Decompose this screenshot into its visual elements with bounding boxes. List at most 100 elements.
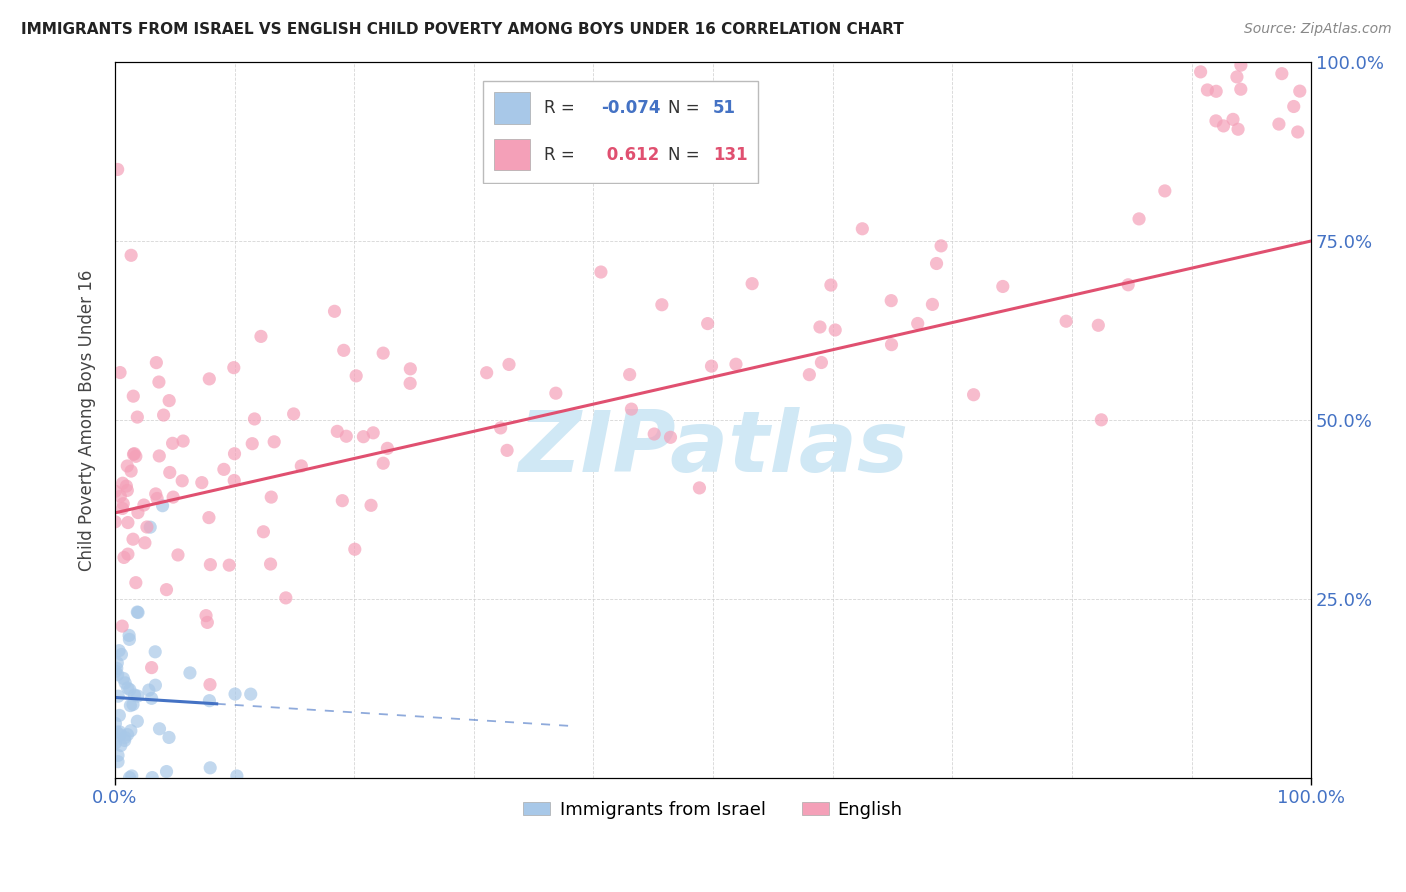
Point bbox=[148, 722, 170, 736]
Point bbox=[105, 725, 128, 739]
Point bbox=[127, 410, 149, 425]
Point bbox=[120, 464, 142, 478]
Point bbox=[162, 490, 184, 504]
Point bbox=[104, 484, 127, 499]
Point bbox=[962, 388, 984, 402]
Point bbox=[198, 372, 221, 386]
Point bbox=[851, 221, 873, 235]
Point bbox=[114, 733, 136, 747]
Point bbox=[107, 667, 129, 681]
Point bbox=[107, 689, 129, 703]
Legend: Immigrants from Israel, English: Immigrants from Israel, English bbox=[516, 793, 910, 826]
Point bbox=[925, 256, 948, 270]
Point bbox=[399, 362, 422, 376]
Point bbox=[921, 297, 943, 311]
Point bbox=[110, 489, 132, 503]
Point bbox=[475, 366, 498, 380]
Point bbox=[332, 343, 354, 358]
Point bbox=[824, 323, 846, 337]
Point bbox=[263, 434, 285, 449]
Point bbox=[148, 375, 170, 389]
Point bbox=[224, 447, 246, 461]
Point bbox=[1282, 99, 1305, 113]
Point bbox=[108, 643, 131, 657]
Point bbox=[252, 524, 274, 539]
Point bbox=[1230, 58, 1253, 72]
Point bbox=[134, 536, 156, 550]
Point bbox=[724, 357, 747, 371]
Point bbox=[141, 660, 163, 674]
Point bbox=[157, 731, 180, 745]
Point bbox=[120, 248, 142, 262]
Point bbox=[111, 619, 134, 633]
Point bbox=[373, 346, 395, 360]
Point bbox=[489, 421, 512, 435]
Point bbox=[323, 304, 346, 318]
Point bbox=[696, 317, 718, 331]
Point bbox=[259, 557, 281, 571]
Point bbox=[212, 462, 235, 476]
Point bbox=[114, 731, 136, 745]
Point bbox=[110, 648, 132, 662]
Point bbox=[127, 606, 149, 620]
Point bbox=[167, 548, 190, 562]
Point bbox=[124, 688, 146, 702]
Point bbox=[107, 748, 129, 763]
Point bbox=[907, 317, 929, 331]
Point bbox=[104, 716, 127, 731]
Point bbox=[115, 479, 138, 493]
Point bbox=[1153, 184, 1175, 198]
Point bbox=[544, 386, 567, 401]
Point bbox=[198, 761, 221, 775]
Point bbox=[498, 358, 520, 372]
Point bbox=[105, 656, 128, 670]
Point bbox=[700, 359, 723, 373]
Point bbox=[155, 582, 177, 597]
Point bbox=[172, 434, 194, 448]
Point bbox=[225, 769, 247, 783]
Point bbox=[145, 356, 167, 370]
Point bbox=[360, 499, 382, 513]
Point bbox=[120, 698, 142, 713]
Point bbox=[191, 475, 214, 490]
Point bbox=[1128, 211, 1150, 226]
Point bbox=[260, 490, 283, 504]
Point bbox=[107, 755, 129, 769]
Point bbox=[399, 376, 422, 391]
Point bbox=[118, 771, 141, 785]
Point bbox=[112, 672, 135, 686]
Point bbox=[820, 278, 842, 293]
Point bbox=[1286, 125, 1309, 139]
Point bbox=[157, 393, 180, 408]
Point bbox=[146, 491, 169, 506]
Point bbox=[810, 355, 832, 369]
Point bbox=[132, 498, 155, 512]
Point bbox=[117, 516, 139, 530]
Text: Source: ZipAtlas.com: Source: ZipAtlas.com bbox=[1244, 22, 1392, 37]
Point bbox=[122, 532, 145, 546]
Point bbox=[127, 689, 149, 703]
Point bbox=[222, 360, 245, 375]
Point bbox=[1227, 122, 1250, 136]
Point bbox=[352, 430, 374, 444]
Point bbox=[162, 436, 184, 450]
Point bbox=[117, 728, 139, 742]
Point bbox=[1212, 119, 1234, 133]
Point bbox=[104, 736, 127, 750]
Point bbox=[104, 664, 127, 678]
Y-axis label: Child Poverty Among Boys Under 16: Child Poverty Among Boys Under 16 bbox=[79, 269, 96, 571]
Point bbox=[111, 501, 134, 516]
Point bbox=[138, 683, 160, 698]
Point bbox=[619, 368, 641, 382]
Point bbox=[620, 402, 643, 417]
Point bbox=[127, 714, 149, 729]
Point bbox=[218, 558, 240, 573]
Point bbox=[104, 515, 127, 529]
Point bbox=[105, 661, 128, 675]
Point bbox=[172, 474, 194, 488]
Point bbox=[200, 558, 222, 572]
Point bbox=[122, 447, 145, 461]
Point bbox=[124, 447, 146, 461]
Point bbox=[139, 520, 162, 534]
Point bbox=[198, 677, 221, 691]
